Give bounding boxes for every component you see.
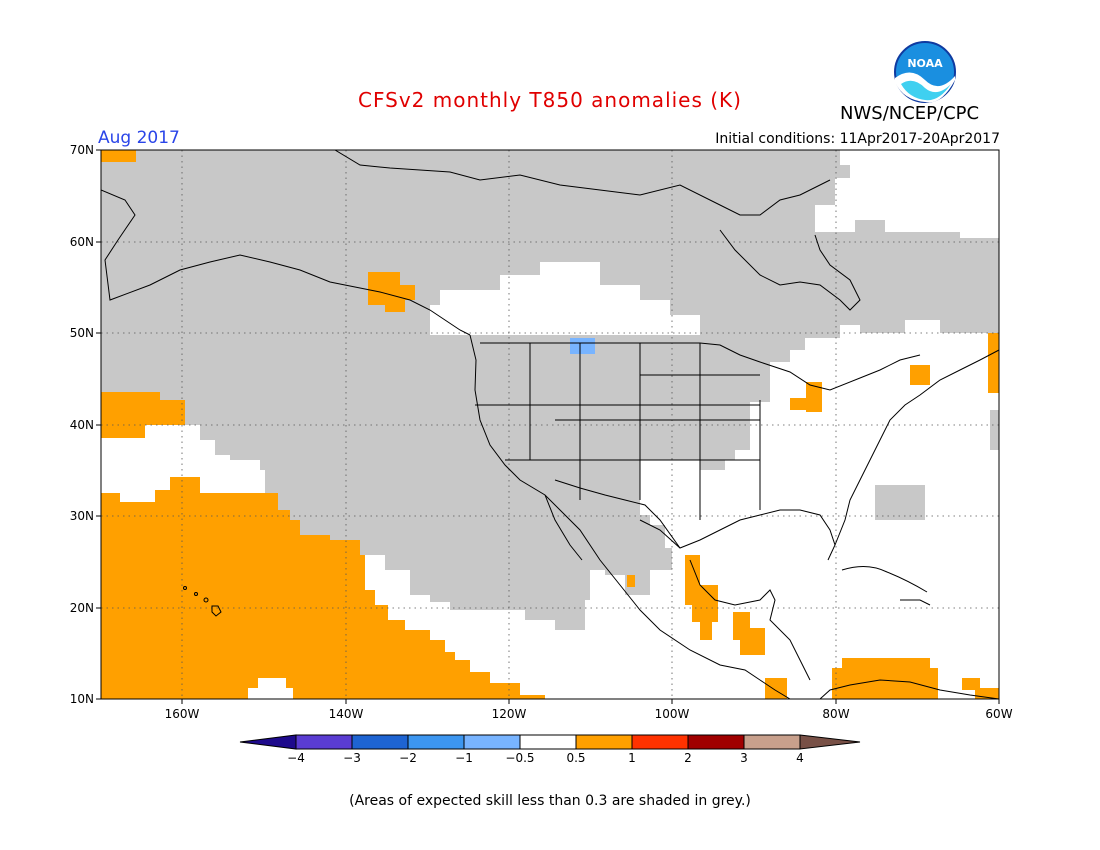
forecast-period: Aug 2017 <box>98 128 180 148</box>
south-america-coast <box>819 679 999 699</box>
lat-label: 60N <box>69 235 94 249</box>
lat-label: 30N <box>69 509 94 523</box>
initial-conditions: Initial conditions: 11Apr2017-20Apr2017 <box>715 131 1000 147</box>
axis-ticks <box>96 149 1000 704</box>
alaska-coast <box>101 189 471 336</box>
lat-label: 70N <box>69 143 94 157</box>
colorbar-segment <box>631 734 689 750</box>
grey-atlantic-patch <box>875 485 925 520</box>
colorbar-label: −3 <box>343 751 361 765</box>
coastlines <box>101 150 999 699</box>
lat-label: 20N <box>69 601 94 615</box>
colorbar-segment <box>407 734 465 750</box>
grey-hudson-inner <box>835 178 865 193</box>
colorbar-label: −4 <box>287 751 305 765</box>
colorbar-label: 2 <box>684 751 692 765</box>
colorbar-segment <box>575 734 633 750</box>
west-coast-us <box>469 334 791 699</box>
footnote: (Areas of expected skill less than 0.3 a… <box>349 793 751 809</box>
hudson-bay <box>719 229 861 311</box>
orange-holes <box>248 678 293 699</box>
colorbar-label: 4 <box>796 751 804 765</box>
lon-label: 140W <box>328 707 364 721</box>
grey-labrador-patch <box>990 410 999 450</box>
colorbar-label: 0.5 <box>566 751 586 765</box>
colorbar-label: 1 <box>628 751 636 765</box>
grey-north-pacific-north-america <box>101 150 999 630</box>
state-borders <box>475 343 761 520</box>
colorbar-segment <box>295 734 353 750</box>
colorbar-segment <box>687 734 745 750</box>
yucatan <box>689 559 811 681</box>
lon-label: 120W <box>491 707 527 721</box>
skill-openings <box>430 262 700 503</box>
colorbar-segment <box>463 734 521 750</box>
colorbar-label: 3 <box>740 751 748 765</box>
noaa-logo: NOAA <box>894 41 956 103</box>
lon-label: 80W <box>822 707 850 721</box>
lon-label: 60W <box>985 707 1013 721</box>
warm-anomaly-areas <box>101 150 999 699</box>
lat-label: 50N <box>69 326 94 340</box>
colorbar-segment <box>743 734 801 750</box>
baja <box>544 494 583 561</box>
lat-label: 10N <box>69 692 94 706</box>
colorbar-segment <box>351 734 409 750</box>
canada-arctic-coast <box>334 150 831 216</box>
low-skill-shading <box>101 150 999 630</box>
colorbar-label: −2 <box>399 751 417 765</box>
svg-text:NOAA: NOAA <box>907 57 943 70</box>
colorbar-segment <box>239 734 297 750</box>
us-canada-border <box>480 342 921 391</box>
lon-label: 100W <box>654 707 690 721</box>
map-title: CFSv2 monthly T850 anomalies (K) <box>358 88 742 112</box>
lon-label: 160W <box>164 707 200 721</box>
islands <box>183 566 931 617</box>
east-coast-us <box>834 349 999 546</box>
organization-label: NWS/NCEP/CPC <box>840 103 980 124</box>
colorbar-label: −0.5 <box>505 751 535 765</box>
colorbar-segment <box>799 734 861 750</box>
colorbar-segment <box>519 734 577 750</box>
colorbar-label: −1 <box>455 751 473 765</box>
lat-label: 40N <box>69 418 94 432</box>
graticule <box>101 150 999 699</box>
cool-anomaly-area <box>570 338 595 354</box>
